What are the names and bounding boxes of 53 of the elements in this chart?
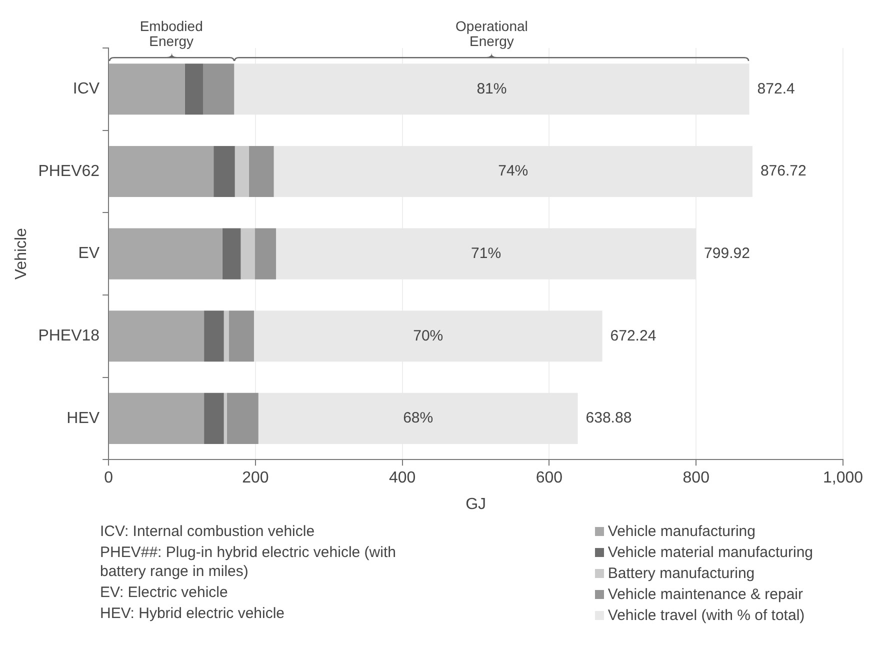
text: PHEV##: Plug-in hybrid electric vehicle (with battery range in miles) bbox=[100, 543, 397, 581]
text: EV: Electric vehicle bbox=[100, 583, 229, 602]
bar bbox=[109, 392, 204, 444]
annotation: 81% bbox=[476, 80, 507, 98]
bar bbox=[109, 64, 185, 115]
bar bbox=[214, 146, 235, 197]
bar bbox=[224, 392, 227, 444]
total-label: 872.4 bbox=[757, 80, 795, 98]
y-tick-label: ICV bbox=[72, 80, 100, 98]
x-tick-label: 600 bbox=[536, 470, 563, 487]
y-axis-title: Vehicle bbox=[13, 228, 30, 280]
bar bbox=[204, 310, 224, 362]
legend-label: Vehicle travel (with % of total) bbox=[608, 606, 805, 625]
bar bbox=[184, 64, 204, 115]
total-label: 672.24 bbox=[610, 327, 656, 344]
bar bbox=[229, 310, 254, 362]
x-tick-label: 200 bbox=[242, 470, 269, 487]
y-tick-label: EV bbox=[78, 245, 100, 262]
annotation: 68% bbox=[403, 410, 434, 427]
x-tick-label: 0 bbox=[104, 470, 114, 487]
legend-label: Vehicle manufacturing bbox=[608, 522, 756, 541]
total-label: 638.88 bbox=[586, 410, 632, 427]
annotation: 71% bbox=[471, 244, 502, 262]
bar bbox=[240, 228, 255, 280]
annotation: Embodied Energy bbox=[138, 18, 204, 49]
bar bbox=[109, 228, 222, 280]
text: ICV: Internal combustion vehicle bbox=[100, 522, 316, 541]
bar bbox=[224, 310, 230, 362]
total-label: 799.92 bbox=[704, 244, 750, 262]
annotation: 74% bbox=[498, 162, 528, 180]
y-tick-label: HEV bbox=[66, 410, 100, 427]
bar bbox=[203, 64, 234, 115]
bar bbox=[226, 392, 258, 444]
bar bbox=[109, 310, 204, 362]
bar bbox=[204, 392, 224, 444]
legend-label: Battery manufacturing bbox=[608, 564, 755, 583]
annotation: 70% bbox=[413, 327, 444, 344]
bar bbox=[254, 228, 276, 280]
bar bbox=[234, 146, 249, 197]
x-tick-label: 800 bbox=[682, 470, 710, 487]
total-label: 876.72 bbox=[760, 162, 806, 180]
y-tick-label: PHEV62 bbox=[38, 162, 100, 180]
x-tick-label: 400 bbox=[388, 470, 416, 487]
x-axis-title: GJ bbox=[466, 496, 486, 513]
bar bbox=[109, 146, 214, 197]
y-tick-label: PHEV18 bbox=[38, 328, 100, 345]
text: HEV: Hybrid electric vehicle bbox=[100, 604, 286, 623]
annotation: Operational Energy bbox=[454, 18, 529, 49]
x-tick-label: 1,000 bbox=[822, 470, 864, 487]
legend-label: Vehicle material manufacturing bbox=[608, 543, 813, 562]
legend-label: Vehicle maintenance & repair bbox=[608, 585, 804, 604]
bar bbox=[248, 146, 274, 197]
bar bbox=[222, 228, 241, 280]
